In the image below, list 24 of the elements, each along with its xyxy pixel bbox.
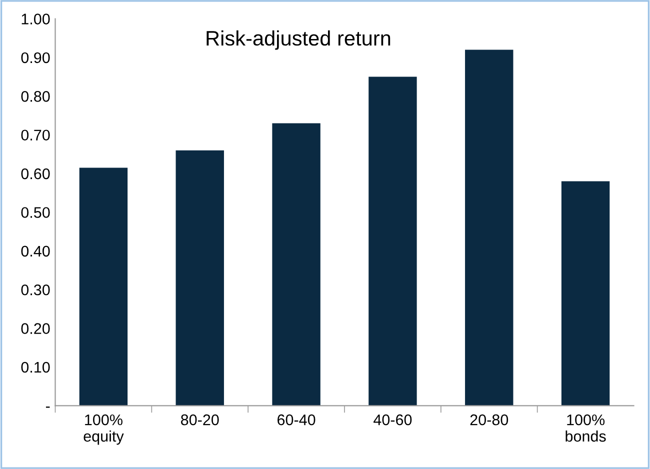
- y-tick-label: 0.80: [21, 91, 50, 102]
- y-tick-label: 0.70: [21, 130, 50, 141]
- x-tick-label: 40-60: [374, 414, 412, 426]
- x-tick-label: 100% bonds: [566, 414, 606, 442]
- y-tick-label: 0.30: [21, 284, 50, 296]
- bar: [561, 181, 610, 406]
- y-tick-label: 0.10: [21, 362, 50, 373]
- x-tick-label: 100% equity: [84, 414, 124, 445]
- bar: [465, 50, 514, 406]
- bar: [176, 150, 224, 406]
- y-tick-label: 0.60: [21, 168, 50, 180]
- x-tick-label: 20-80: [470, 414, 508, 426]
- text: Risk-adjusted return: [206, 30, 390, 50]
- y-tick-label: 1.00: [22, 14, 50, 24]
- bar: [368, 76, 417, 406]
- y-tick-label: 0.20: [21, 323, 50, 334]
- y-tick-label: 0.50: [21, 207, 50, 218]
- y-tick-label: 0.90: [21, 52, 50, 64]
- x-tick-label: 60-40: [278, 414, 316, 426]
- x-tick-label: 80-20: [181, 414, 219, 426]
- y-tick-label: 0.40: [21, 246, 50, 257]
- y-tick-label: -: [46, 406, 50, 408]
- bar: [79, 168, 128, 406]
- bar: [272, 123, 320, 406]
